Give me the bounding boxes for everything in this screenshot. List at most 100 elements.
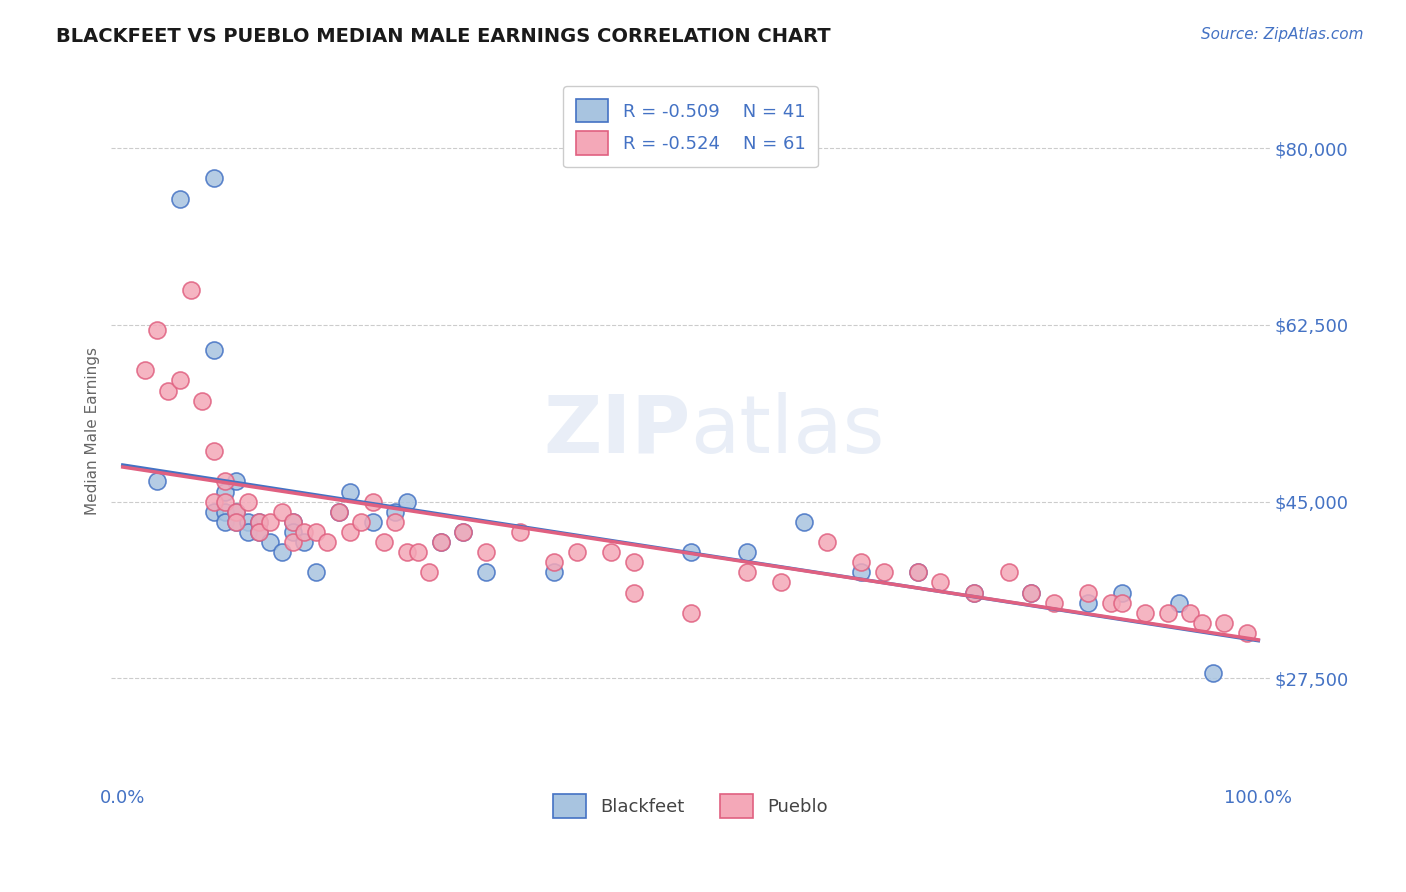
Point	[475, 566, 498, 580]
Point	[225, 475, 247, 489]
Point	[1111, 585, 1133, 599]
Point	[294, 535, 316, 549]
Point	[963, 585, 986, 599]
Point	[225, 505, 247, 519]
Point	[395, 545, 418, 559]
Point	[202, 494, 225, 508]
Point	[134, 363, 156, 377]
Point	[281, 524, 304, 539]
Point	[247, 524, 270, 539]
Point	[214, 515, 236, 529]
Point	[202, 444, 225, 458]
Point	[1213, 615, 1236, 630]
Point	[1077, 596, 1099, 610]
Point	[247, 524, 270, 539]
Point	[907, 566, 929, 580]
Point	[509, 524, 531, 539]
Point	[191, 393, 214, 408]
Point	[225, 505, 247, 519]
Point	[679, 545, 702, 559]
Point	[475, 545, 498, 559]
Point	[1111, 596, 1133, 610]
Point	[214, 505, 236, 519]
Point	[429, 535, 451, 549]
Point	[406, 545, 429, 559]
Point	[214, 475, 236, 489]
Point	[146, 475, 169, 489]
Point	[1180, 606, 1202, 620]
Point	[543, 566, 565, 580]
Point	[214, 494, 236, 508]
Point	[384, 505, 406, 519]
Point	[1156, 606, 1178, 620]
Point	[236, 515, 259, 529]
Point	[294, 524, 316, 539]
Legend: Blackfeet, Pueblo: Blackfeet, Pueblo	[546, 788, 835, 825]
Point	[361, 515, 384, 529]
Point	[225, 515, 247, 529]
Point	[1099, 596, 1122, 610]
Text: ZIP: ZIP	[543, 392, 690, 470]
Point	[236, 524, 259, 539]
Point	[350, 515, 373, 529]
Point	[1133, 606, 1156, 620]
Point	[679, 606, 702, 620]
Point	[202, 505, 225, 519]
Point	[281, 515, 304, 529]
Text: BLACKFEET VS PUEBLO MEDIAN MALE EARNINGS CORRELATION CHART: BLACKFEET VS PUEBLO MEDIAN MALE EARNINGS…	[56, 27, 831, 45]
Point	[565, 545, 588, 559]
Point	[1191, 615, 1213, 630]
Point	[849, 555, 872, 569]
Point	[737, 545, 759, 559]
Point	[429, 535, 451, 549]
Point	[361, 494, 384, 508]
Point	[395, 494, 418, 508]
Point	[169, 373, 191, 387]
Point	[815, 535, 838, 549]
Point	[623, 555, 645, 569]
Point	[259, 535, 281, 549]
Point	[793, 515, 815, 529]
Point	[225, 515, 247, 529]
Point	[997, 566, 1019, 580]
Point	[770, 575, 793, 590]
Point	[316, 535, 339, 549]
Point	[169, 192, 191, 206]
Point	[259, 515, 281, 529]
Point	[339, 524, 361, 539]
Point	[214, 484, 236, 499]
Point	[453, 524, 475, 539]
Point	[270, 505, 292, 519]
Point	[270, 545, 292, 559]
Point	[236, 494, 259, 508]
Point	[737, 566, 759, 580]
Point	[202, 343, 225, 358]
Point	[543, 555, 565, 569]
Point	[373, 535, 395, 549]
Point	[872, 566, 894, 580]
Point	[281, 515, 304, 529]
Point	[963, 585, 986, 599]
Point	[146, 323, 169, 337]
Point	[157, 384, 180, 398]
Point	[1043, 596, 1066, 610]
Point	[180, 283, 202, 297]
Point	[1236, 626, 1258, 640]
Point	[305, 566, 328, 580]
Point	[1202, 666, 1225, 681]
Text: atlas: atlas	[690, 392, 884, 470]
Point	[328, 505, 350, 519]
Point	[849, 566, 872, 580]
Point	[305, 524, 328, 539]
Point	[1019, 585, 1042, 599]
Point	[623, 585, 645, 599]
Point	[328, 505, 350, 519]
Point	[907, 566, 929, 580]
Text: Source: ZipAtlas.com: Source: ZipAtlas.com	[1201, 27, 1364, 42]
Point	[418, 566, 440, 580]
Point	[453, 524, 475, 539]
Point	[202, 171, 225, 186]
Point	[1077, 585, 1099, 599]
Point	[247, 515, 270, 529]
Point	[600, 545, 623, 559]
